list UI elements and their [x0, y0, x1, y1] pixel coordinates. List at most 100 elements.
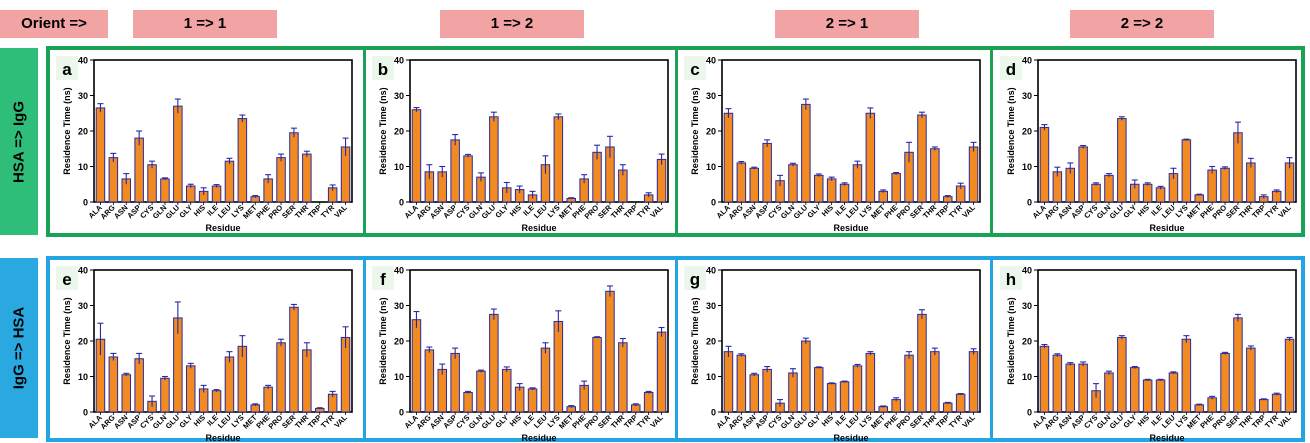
y-tick-label: 20 [78, 127, 88, 137]
bar-leu [1168, 372, 1179, 413]
bar-pro [276, 157, 286, 203]
y-tick-label: 0 [1027, 198, 1032, 208]
bar-pro [276, 342, 286, 413]
bar-ile [211, 185, 222, 203]
bar-phe [1207, 397, 1217, 413]
bar-pro [904, 354, 914, 413]
bar-met [878, 406, 889, 413]
y-tick-label: 40 [1022, 266, 1032, 276]
row-label-text: HSA => IgG [10, 100, 28, 183]
bar-glu [801, 103, 811, 203]
y-tick-label: 0 [83, 198, 88, 208]
bar-thr [618, 342, 628, 413]
x-tick-label: VAL [332, 413, 349, 430]
bar-ile [839, 183, 850, 203]
bar-lys [865, 112, 876, 203]
y-axis-label: Residence Time (ns) [62, 87, 72, 174]
bar-val [1284, 162, 1295, 203]
y-tick-label: 30 [706, 301, 716, 311]
bar-trp [1258, 399, 1269, 413]
panel-label: d [1006, 60, 1016, 79]
bar-glu [1117, 336, 1127, 413]
y-tick-label: 0 [399, 198, 404, 208]
y-axis-label: Residence Time (ns) [62, 297, 72, 384]
bar-asp [762, 142, 772, 203]
bar-thr [930, 148, 940, 203]
y-tick-label: 30 [78, 301, 88, 311]
y-tick-label: 10 [394, 162, 404, 172]
bar-trp [942, 402, 953, 413]
bar-leu [852, 365, 863, 413]
bar-his [514, 386, 525, 413]
y-axis-label: Residence Time (ns) [690, 297, 700, 384]
x-axis-label: Residue [205, 223, 240, 233]
bar-ile [1155, 379, 1166, 413]
bar-asp [1078, 146, 1088, 203]
x-tick-label: VAL [960, 413, 977, 430]
bar-leu [224, 160, 235, 203]
bar-glu [489, 313, 499, 413]
y-tick-label: 10 [394, 372, 404, 382]
y-tick-label: 20 [706, 337, 716, 347]
plot-frame [721, 269, 981, 413]
bar-ser [917, 114, 927, 203]
y-tick-label: 20 [1022, 127, 1032, 137]
y-tick-label: 10 [1022, 162, 1032, 172]
panel-divider [675, 46, 678, 237]
x-tick-label: VAL [332, 203, 349, 220]
panel-label-box [1000, 56, 1022, 80]
panel-label: f [380, 270, 386, 289]
bar-arg [736, 162, 747, 203]
panel-divider [675, 256, 678, 442]
bar-gly [1129, 367, 1140, 413]
x-tick-label: VAL [648, 413, 665, 430]
bar-cys [463, 391, 473, 413]
row-label-igg-hsa: IgG => HSA [0, 258, 38, 438]
bar-ser [289, 306, 299, 413]
bar-thr [302, 153, 312, 203]
y-tick-label: 10 [706, 372, 716, 382]
x-tick-label: VAL [1276, 413, 1293, 430]
panel-label-box [56, 266, 78, 290]
bar-ile [527, 388, 538, 413]
x-tick-label: VAL [1276, 203, 1293, 220]
bar-gln [476, 370, 486, 413]
x-axis-label: Residue [521, 433, 556, 443]
column-header-3: 2 => 1 [775, 10, 919, 38]
row-label-hsa-igg: HSA => IgG [0, 48, 38, 235]
bar-pro [1220, 167, 1230, 203]
bar-his [826, 383, 837, 413]
y-tick-label: 30 [394, 91, 404, 101]
y-tick-label: 40 [706, 266, 716, 276]
bar-lys [1181, 338, 1192, 413]
bar-gly [501, 368, 512, 413]
bar-lys [1181, 139, 1192, 203]
bar-cys [147, 164, 157, 203]
bar-asp [762, 368, 772, 413]
bar-arg [108, 356, 119, 413]
bar-his [1142, 379, 1153, 413]
bar-thr [1246, 347, 1256, 413]
y-tick-label: 0 [711, 198, 716, 208]
y-tick-label: 0 [711, 408, 716, 418]
bar-phe [1207, 169, 1217, 203]
y-axis-label: Residence Time (ns) [1006, 297, 1016, 384]
y-tick-label: 40 [78, 266, 88, 276]
bar-thr [930, 351, 940, 413]
y-axis-label: Residence Time (ns) [378, 87, 388, 174]
y-axis-label: Residence Time (ns) [378, 297, 388, 384]
x-axis-label: Residue [205, 433, 240, 443]
bar-phe [263, 386, 273, 413]
x-tick-label: VAL [648, 203, 665, 220]
y-tick-label: 40 [1022, 56, 1032, 66]
panel-label-box [1000, 266, 1022, 290]
plot-frame [1037, 269, 1297, 413]
bar-asn [749, 374, 760, 413]
bar-gln [1104, 372, 1114, 413]
plot-frame [1037, 59, 1297, 203]
x-axis-label: Residue [833, 223, 868, 233]
bar-arg [424, 349, 435, 413]
panel-label-box [684, 266, 706, 290]
